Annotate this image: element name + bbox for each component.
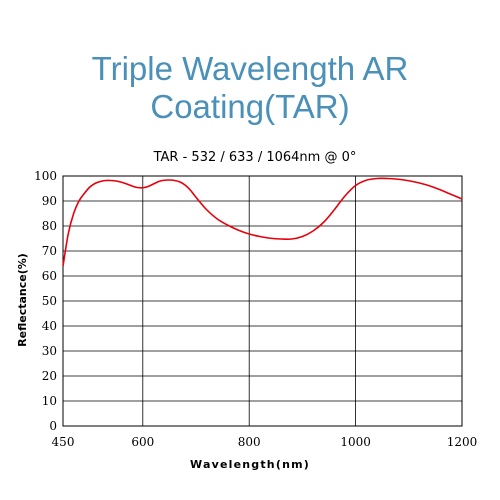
x-tick-label: 1200 xyxy=(447,435,478,449)
x-tick-label: 450 xyxy=(52,435,75,449)
x-axis-label: Wavelength(nm) xyxy=(190,458,310,471)
y-tick-label: 40 xyxy=(42,319,57,333)
y-tick-label: 100 xyxy=(34,169,57,183)
y-tick-label: 70 xyxy=(42,244,57,258)
x-tick-label: 800 xyxy=(238,435,261,449)
x-tick-label: 600 xyxy=(131,435,154,449)
y-tick-label: 30 xyxy=(42,344,57,358)
main-title-line-1: Triple Wavelength AR xyxy=(91,50,409,87)
y-tick-label: 90 xyxy=(42,194,57,208)
y-tick-label: 0 xyxy=(49,419,57,433)
x-axis-ticks: 450 600 800 1000 1200 xyxy=(52,435,478,449)
y-tick-label: 80 xyxy=(42,219,57,233)
y-tick-label: 20 xyxy=(42,369,57,383)
y-tick-label: 60 xyxy=(42,269,57,283)
y-tick-label: 50 xyxy=(42,294,57,308)
main-title-line-2: Coating(TAR) xyxy=(150,88,350,125)
plot-frame xyxy=(62,175,463,427)
y-axis-ticks: 0 10 20 30 40 50 60 70 80 90 100 xyxy=(34,169,57,433)
main-title: Triple Wavelength AR Coating(TAR) xyxy=(0,50,500,126)
chart-grid xyxy=(63,175,462,427)
reflectance-curve xyxy=(62,177,463,267)
y-tick-label: 10 xyxy=(42,394,57,408)
chart-subtitle: TAR - 532 / 633 / 1064nm @ 0° xyxy=(153,150,357,165)
y-axis-label: Reflectance(%) xyxy=(16,253,29,347)
x-tick-label: 1000 xyxy=(340,435,371,449)
